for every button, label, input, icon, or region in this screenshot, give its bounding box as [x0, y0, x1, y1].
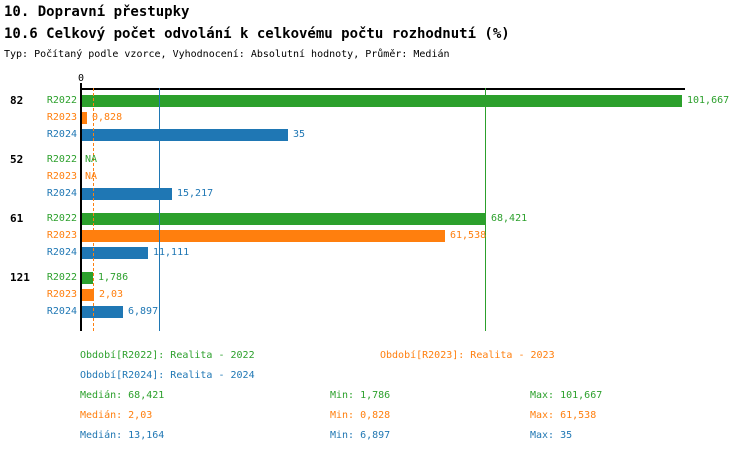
bar-r2022-61	[82, 213, 486, 225]
row-label-r2024-52: R2024	[46, 188, 77, 199]
value-label-r2023-52: NA	[85, 171, 98, 182]
median-line-r2022	[485, 88, 486, 331]
stat-median-r2022: Medián: 68,421	[80, 390, 165, 401]
axis-line-top	[80, 88, 685, 90]
bar-r2024-82	[82, 129, 288, 141]
indicator-title: 10.6 Celkový počet odvolání k celkovému …	[4, 26, 510, 42]
row-label-r2024-82: R2024	[46, 129, 77, 140]
stat-min-r2023: Min: 0,828	[330, 410, 391, 421]
stat-min-r2024: Min: 6,897	[330, 430, 391, 441]
bar-r2023-61	[82, 230, 445, 242]
axis-line-left	[80, 88, 82, 331]
legend-item-r2022: Období[R2022]: Realita - 2022	[80, 350, 255, 361]
row-label-r2022-82: R2022	[46, 95, 77, 106]
stat-min-r2022: Min: 1,786	[330, 390, 391, 401]
stat-max-r2023: Max: 61,538	[530, 410, 597, 421]
median-line-r2023	[93, 88, 94, 331]
row-label-r2024-121: R2024	[46, 306, 77, 317]
row-label-r2022-121: R2022	[46, 272, 77, 283]
row-label-r2024-61: R2024	[46, 247, 77, 258]
row-label-r2023-52: R2023	[46, 171, 77, 182]
value-label-r2023-61: 61,538	[450, 230, 487, 241]
report-title: 10. Dopravní přestupky	[4, 4, 190, 20]
group-label-82: 82	[10, 94, 24, 107]
row-label-r2022-52: R2022	[46, 154, 77, 165]
stat-max-r2022: Max: 101,667	[530, 390, 603, 401]
bar-chart: 0 82 R2022 101,667 R2023 0,828 R2024 35 52 R2022…	[0, 72, 750, 344]
group-label-61: 61	[10, 212, 24, 225]
bar-r2022-82	[82, 95, 682, 107]
value-label-r2022-61: 68,421	[491, 213, 528, 224]
bar-r2023-121	[82, 289, 94, 301]
group-label-52: 52	[10, 153, 24, 166]
axis-tick-label-zero: 0	[77, 73, 85, 84]
value-label-r2022-52: NA	[85, 154, 98, 165]
group-label-121: 121	[10, 271, 30, 284]
stat-max-r2024: Max: 35	[530, 430, 573, 441]
row-label-r2023-82: R2023	[46, 112, 77, 123]
value-label-r2024-82: 35	[293, 129, 306, 140]
legend-item-r2023: Období[R2023]: Realita - 2023	[380, 350, 555, 361]
value-label-r2024-61: 11,111	[153, 247, 190, 258]
value-label-r2024-121: 6,897	[128, 306, 159, 317]
bar-r2024-121	[82, 306, 123, 318]
bar-r2024-52	[82, 188, 172, 200]
value-label-r2022-121: 1,786	[98, 272, 129, 283]
bar-r2024-61	[82, 247, 148, 259]
chart-meta-line: Typ: Počítaný podle vzorce, Vyhodnocení:…	[4, 49, 450, 60]
bar-r2022-121	[82, 272, 93, 284]
legend-item-r2024: Období[R2024]: Realita - 2024	[80, 370, 255, 381]
stat-median-r2024: Medián: 13,164	[80, 430, 165, 441]
value-label-r2023-82: 0,828	[92, 112, 123, 123]
value-label-r2023-121: 2,03	[99, 289, 124, 300]
bar-r2023-82	[82, 112, 87, 124]
row-label-r2023-121: R2023	[46, 289, 77, 300]
value-label-r2024-52: 15,217	[177, 188, 214, 199]
median-line-r2024	[159, 88, 160, 331]
axis-tick-mark	[80, 83, 82, 88]
value-label-r2022-82: 101,667	[687, 95, 730, 106]
row-label-r2022-61: R2022	[46, 213, 77, 224]
stat-median-r2023: Medián: 2,03	[80, 410, 153, 421]
row-label-r2023-61: R2023	[46, 230, 77, 241]
